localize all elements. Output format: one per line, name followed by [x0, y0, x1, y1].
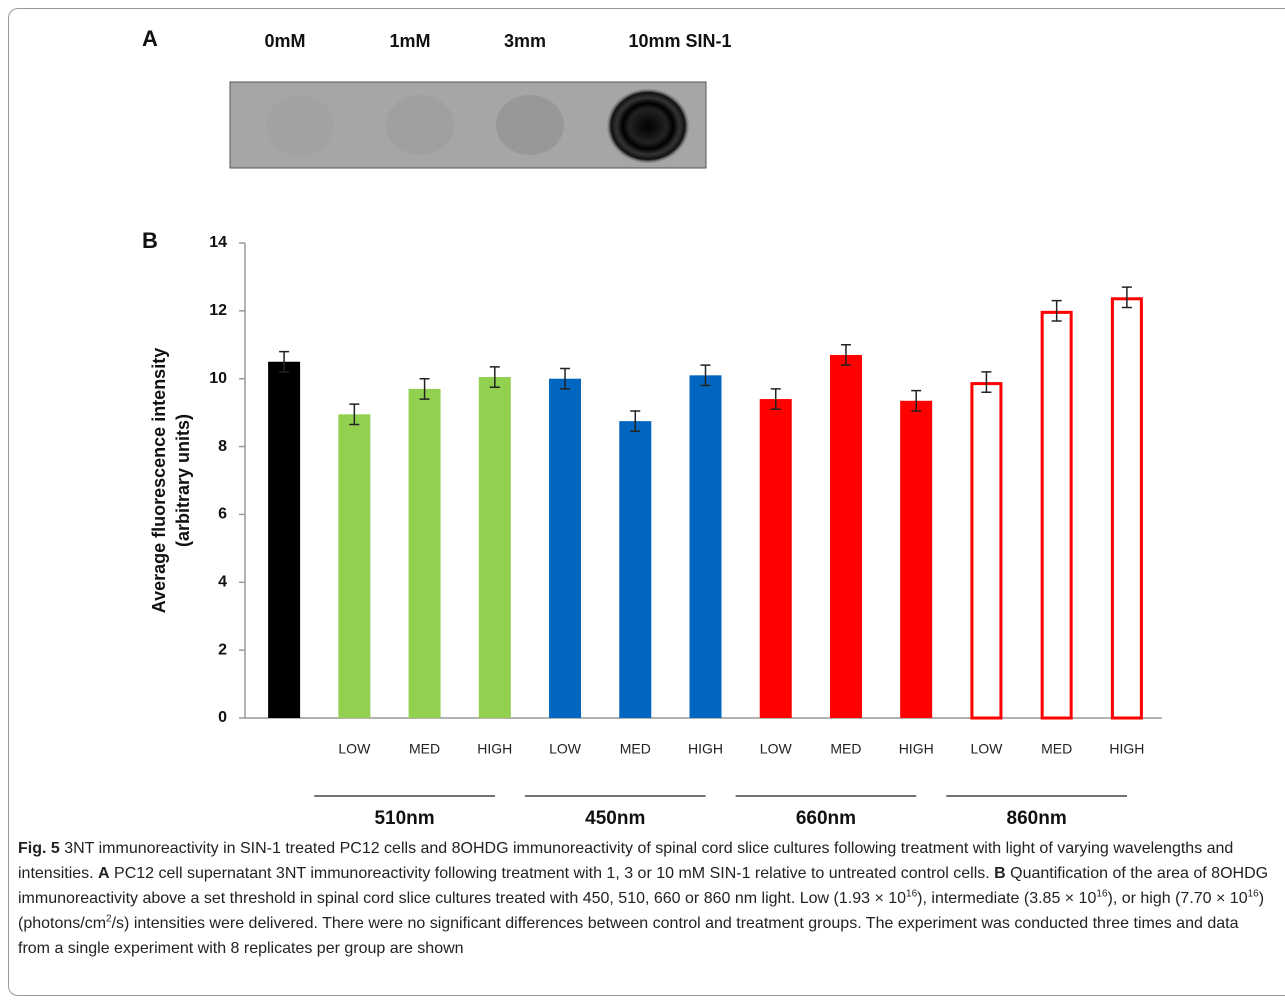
caption-text: ), or high (7.70 × 10 — [1108, 890, 1248, 907]
lane-label: 3mm — [504, 31, 546, 51]
blot-spot — [496, 95, 564, 155]
y-axis-label: (arbitrary units) — [173, 414, 193, 547]
caption-text: /s) intensities were delivered. There we… — [18, 915, 1238, 957]
x-tick-label: HIGH — [688, 741, 723, 757]
x-tick-label: MED — [1041, 741, 1072, 757]
panel-label: A — [142, 26, 158, 51]
x-tick-label: LOW — [549, 741, 582, 757]
x-tick-label: MED — [620, 741, 651, 757]
figure: A B 0mM 1mM 3mm 10mm SIN-1 0 2 4 6 8 10 12 14 Averag… — [0, 0, 1285, 832]
y-axis-label: Average fluorescence intensity — [149, 348, 169, 613]
caption: Fig. 5 3NT immunoreactivity in SIN-1 tre… — [18, 836, 1273, 961]
blot-spot — [386, 95, 454, 155]
group-label: 860nm — [1007, 808, 1067, 829]
bar — [830, 355, 862, 718]
bar — [760, 399, 792, 718]
bar — [619, 421, 651, 718]
x-tick-label: HIGH — [1109, 741, 1144, 757]
lane-label: 1mM — [389, 31, 430, 51]
bar — [549, 379, 581, 718]
page: {"panel_a": {"label": "A", "lanes": ["0m… — [0, 0, 1285, 1002]
y-tick-label: 0 — [218, 709, 227, 726]
bar — [900, 401, 932, 718]
group-label: 660nm — [796, 808, 856, 829]
y-tick-label: 8 — [218, 438, 227, 455]
group-label: 450nm — [585, 808, 645, 829]
bar — [479, 377, 511, 718]
bar — [338, 414, 370, 718]
y-tick-label: 2 — [218, 641, 227, 658]
bar — [690, 375, 722, 718]
x-tick-label: LOW — [338, 741, 371, 757]
y-tick-label: 10 — [209, 370, 227, 387]
x-tick-label: MED — [409, 741, 440, 757]
caption-text: PC12 cell supernatant 3NT immunoreactivi… — [110, 865, 995, 882]
caption-text: Fig. 5 — [18, 840, 60, 857]
panel-label: B — [142, 228, 158, 253]
blot-spot — [606, 88, 690, 164]
bar — [268, 362, 300, 718]
group-label: 510nm — [374, 808, 434, 829]
bar — [409, 389, 441, 718]
blot-spot — [266, 95, 334, 155]
x-tick-label: HIGH — [477, 741, 512, 757]
x-tick-label: HIGH — [899, 741, 934, 757]
x-tick-label: LOW — [970, 741, 1003, 757]
caption-text: 16 — [1096, 889, 1107, 900]
caption-text: 16 — [1248, 889, 1259, 900]
bar — [972, 384, 1001, 718]
y-tick-label: 14 — [209, 234, 227, 251]
bar — [1042, 312, 1071, 718]
caption-text: ), intermediate (3.85 × 10 — [917, 890, 1096, 907]
x-tick-label: MED — [830, 741, 861, 757]
x-tick-label: LOW — [760, 741, 793, 757]
caption-text: B — [994, 865, 1006, 882]
lane-label: 10mm SIN-1 — [628, 31, 731, 51]
caption-text: A — [98, 865, 110, 882]
lane-label: 0mM — [264, 31, 305, 51]
bar — [1112, 299, 1141, 718]
y-tick-label: 4 — [218, 574, 227, 591]
y-tick-label: 12 — [209, 302, 227, 319]
y-tick-label: 6 — [218, 506, 227, 523]
caption-text: 16 — [906, 889, 917, 900]
